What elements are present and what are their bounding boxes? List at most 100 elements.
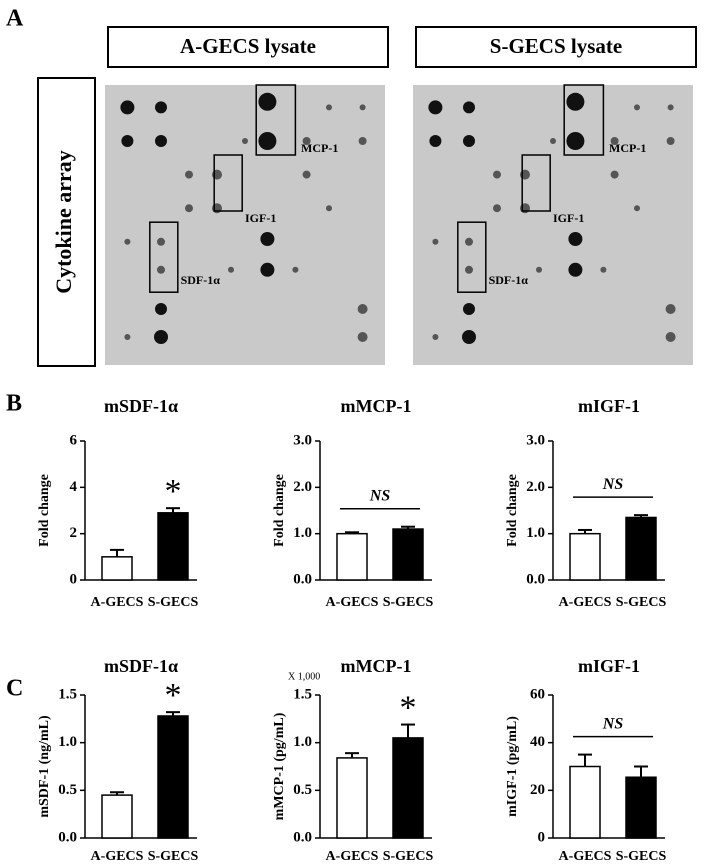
y-tick-label: 3.0 xyxy=(293,432,312,448)
bar xyxy=(336,757,368,839)
y-axis-label: mSDF-1 (ng/mL) xyxy=(37,715,52,818)
array-spot xyxy=(258,132,277,150)
panel-label: B xyxy=(6,391,22,417)
array-spot xyxy=(359,104,366,111)
x-tick-label: S-GECS xyxy=(383,849,434,864)
row-label-box xyxy=(37,77,96,367)
chart-title: mSDF-1α xyxy=(104,656,178,676)
y-axis-label: Fold change xyxy=(37,474,52,547)
array-spot xyxy=(357,304,368,314)
y-tick-label: 60 xyxy=(530,686,545,702)
array-spot xyxy=(121,135,134,147)
array-spot xyxy=(242,138,248,144)
y-axis-label: Fold change xyxy=(505,474,520,547)
spot-box xyxy=(521,154,551,212)
x-tick-label: S-GECS xyxy=(383,595,434,610)
panel-label: A xyxy=(6,6,24,32)
chart-title: mIGF-1 xyxy=(578,656,640,676)
array-spot xyxy=(566,132,585,150)
bar xyxy=(101,794,133,839)
array-spot xyxy=(357,332,368,342)
array-spot xyxy=(465,265,473,274)
y-tick-label: 1.0 xyxy=(293,525,312,541)
array-spot xyxy=(462,330,476,344)
y-tick-label: 3.0 xyxy=(526,432,545,448)
row-label: Cytokine array xyxy=(51,150,76,294)
spot-label: MCP-1 xyxy=(609,141,646,155)
array-spot xyxy=(326,104,332,111)
bar xyxy=(392,528,424,581)
spot-box xyxy=(213,154,243,212)
significance: NS xyxy=(369,487,391,504)
array-spot xyxy=(493,204,501,213)
spot-label: IGF-1 xyxy=(245,211,276,225)
bar xyxy=(336,532,368,581)
x-tick-label: A-GECS xyxy=(91,595,144,610)
array-spot xyxy=(155,101,167,114)
spot-label: SDF-1α xyxy=(181,273,221,287)
array-image xyxy=(413,85,693,365)
array-spot xyxy=(568,262,583,277)
image-title: S-GECS lysate xyxy=(490,34,622,58)
array-spot xyxy=(228,266,234,273)
y-tick-label: 0 xyxy=(70,571,78,587)
array-spot xyxy=(155,135,167,147)
spot-label: SDF-1α xyxy=(489,273,529,287)
y-axis-label: Fold change xyxy=(272,474,287,547)
array-spot xyxy=(566,92,585,111)
chart-title: mSDF-1α xyxy=(104,396,178,416)
y-tick-label: 0.5 xyxy=(58,782,77,798)
y-tick-label: 40 xyxy=(530,734,545,750)
array-spot xyxy=(432,238,439,245)
y-tick-label: 1.0 xyxy=(58,734,77,750)
array-spot xyxy=(157,265,165,274)
array-spot xyxy=(154,330,168,344)
array-spot xyxy=(302,137,311,145)
array-spot xyxy=(258,92,277,111)
spot-label: MCP-1 xyxy=(301,141,338,155)
chart-title: mMCP-1 xyxy=(341,396,412,416)
x-tick-label: S-GECS xyxy=(616,595,667,610)
array-spot xyxy=(665,332,676,342)
y-tick-label: 0.0 xyxy=(293,571,312,587)
spot-label: IGF-1 xyxy=(553,211,584,225)
bar xyxy=(157,512,189,581)
significance: * xyxy=(165,677,182,714)
y-tick-label: 4 xyxy=(70,479,78,495)
significance: * xyxy=(400,689,417,726)
y-tick-label: 1.0 xyxy=(293,734,312,750)
array-spot xyxy=(292,266,299,273)
array-spot xyxy=(667,104,674,111)
array-spot xyxy=(568,232,583,246)
header-box xyxy=(415,26,697,68)
array-spot xyxy=(358,137,367,145)
x-tick-label: A-GECS xyxy=(326,595,379,610)
x-tick-label: A-GECS xyxy=(326,849,379,864)
y-tick-label: 1.0 xyxy=(526,525,545,541)
y-tick-label: 2.0 xyxy=(293,479,312,495)
chart-title: mMCP-1 xyxy=(341,656,412,676)
array-spot xyxy=(550,138,556,144)
array-spot xyxy=(260,232,275,246)
spot-box xyxy=(149,221,179,293)
y-tick-label: 2 xyxy=(70,525,78,541)
y-axis-label: mMCP-1 (pg/mL) xyxy=(272,712,287,820)
array-spot xyxy=(120,100,135,115)
array-spot xyxy=(463,303,475,315)
array-spot xyxy=(634,205,640,212)
y-tick-label: 0.0 xyxy=(293,829,312,845)
array-spot xyxy=(260,262,275,277)
array-spot xyxy=(429,135,442,147)
array-image xyxy=(105,85,385,365)
array-spot xyxy=(600,266,607,273)
bar xyxy=(569,532,601,581)
axis-note: X 1,000 xyxy=(288,671,320,682)
bar xyxy=(625,776,657,839)
array-spot xyxy=(665,304,676,314)
array-spot xyxy=(124,238,131,245)
bar xyxy=(569,765,601,839)
x-tick-label: S-GECS xyxy=(148,595,199,610)
bar xyxy=(101,556,133,581)
array-spot xyxy=(155,303,167,315)
